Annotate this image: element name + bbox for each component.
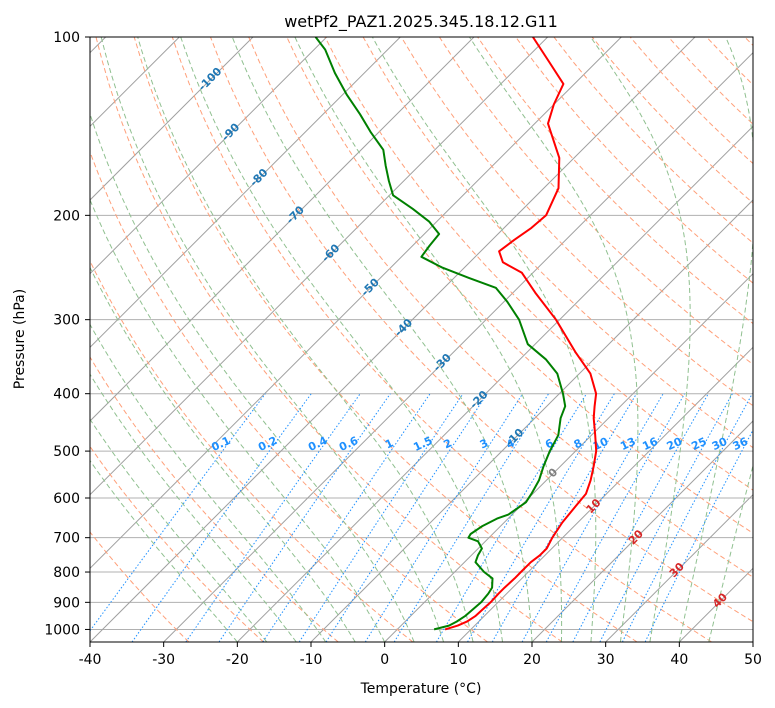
x-tick-label: 40 bbox=[670, 652, 688, 668]
x-tick-label: -20 bbox=[226, 652, 249, 668]
isotherm-line bbox=[90, 37, 328, 275]
dewpoint-line bbox=[314, 37, 567, 631]
x-tick-label: -30 bbox=[152, 652, 175, 668]
isotherm-line bbox=[90, 37, 475, 422]
mixing-ratio-line bbox=[644, 428, 753, 642]
x-tick-label: 0 bbox=[380, 652, 389, 668]
moist-adiabat bbox=[100, 37, 445, 642]
mixing-ratio-label: 30 bbox=[710, 435, 730, 453]
y-tick-label: 800 bbox=[53, 565, 80, 581]
moist-adiabat bbox=[371, 37, 597, 642]
mixing-ratio-line bbox=[467, 393, 615, 642]
mixing-ratio-label: 36 bbox=[731, 435, 751, 453]
y-axis-label: Pressure (hPa) bbox=[12, 289, 28, 389]
dry-adiabat bbox=[133, 37, 638, 642]
dry-adiabat bbox=[95, 37, 563, 642]
x-axis: -40 -30 -20 -10 0 10 20 30 40 50 bbox=[79, 642, 762, 668]
dry-adiabat bbox=[90, 445, 264, 642]
mixing-ratio-label: 13 bbox=[618, 435, 637, 453]
isotherm-line bbox=[531, 420, 753, 642]
dry-adiabat bbox=[515, 37, 753, 284]
moist-adiabat bbox=[90, 459, 238, 642]
mixing-ratio-line bbox=[572, 393, 709, 642]
isotherm-line bbox=[90, 37, 401, 349]
mixing-ratio-line bbox=[545, 393, 686, 642]
moist-adiabat bbox=[137, 37, 474, 642]
moist-adiabat bbox=[678, 37, 753, 642]
isotherm-line bbox=[90, 37, 696, 642]
mixing-ratio-line bbox=[364, 393, 524, 642]
x-tick-label: 20 bbox=[523, 652, 541, 668]
moist-adiabat bbox=[90, 418, 268, 642]
x-tick-label: 50 bbox=[744, 652, 762, 668]
moist-adiabat bbox=[231, 37, 533, 642]
y-tick-label: 300 bbox=[53, 313, 80, 329]
isotherm-line bbox=[90, 37, 622, 570]
y-tick-label: 400 bbox=[53, 387, 80, 403]
mixing-ratio-line bbox=[90, 393, 266, 632]
moist-adiabat bbox=[590, 37, 691, 642]
chart-title: wetPf2_PAZ1.2025.345.18.12.G11 bbox=[284, 12, 558, 32]
isotherm-line bbox=[457, 346, 753, 642]
isotherm-line bbox=[236, 125, 753, 642]
dry-adiabat bbox=[90, 356, 339, 642]
mixing-ratio-line bbox=[621, 393, 753, 642]
moist-adiabat bbox=[468, 37, 639, 642]
y-tick-label: 500 bbox=[53, 444, 80, 460]
mixing-ratio-line bbox=[262, 393, 431, 642]
isotherm-line bbox=[384, 272, 753, 642]
mixing-ratio-line bbox=[599, 393, 733, 642]
y-tick-label: 100 bbox=[53, 30, 80, 46]
dry-adiabat bbox=[90, 531, 190, 642]
moist-adiabat bbox=[708, 464, 753, 642]
y-tick-label: 700 bbox=[53, 531, 80, 547]
isotherm-line bbox=[605, 493, 753, 642]
mixing-ratio-line bbox=[491, 393, 637, 642]
y-tick-label: 1000 bbox=[44, 622, 80, 638]
dry-adiabat bbox=[210, 37, 753, 623]
dry-adiabat bbox=[400, 37, 753, 407]
y-tick-label: 200 bbox=[53, 208, 80, 224]
moist-adiabat bbox=[90, 198, 386, 642]
mixing-ratio-line bbox=[393, 393, 550, 642]
dry-adiabat bbox=[324, 37, 753, 491]
y-tick-label: 600 bbox=[53, 491, 80, 507]
moist-adiabat bbox=[90, 373, 297, 642]
plot-frame bbox=[89, 36, 754, 643]
y-axis: 100 200 300 400 500 600 700 800 900 1000 bbox=[44, 30, 90, 638]
mixing-ratio-line bbox=[185, 393, 361, 642]
moist-adiabat bbox=[294, 37, 563, 642]
isotherm-line bbox=[90, 37, 254, 201]
isotherm-line bbox=[163, 51, 753, 642]
dry-adiabat bbox=[248, 37, 753, 578]
x-tick-label: -10 bbox=[300, 652, 323, 668]
y-tick-label: 900 bbox=[53, 595, 80, 611]
mixing-ratio-label: 25 bbox=[689, 435, 708, 453]
x-tick-label: -40 bbox=[79, 652, 102, 668]
moist-adiabat bbox=[90, 323, 327, 642]
profiles bbox=[314, 37, 598, 631]
mixing-ratio-line bbox=[521, 393, 664, 642]
mixing-ratio-line bbox=[325, 393, 488, 642]
moist-adiabat bbox=[180, 37, 503, 642]
dry-adiabat bbox=[171, 37, 712, 642]
dry-adiabat bbox=[90, 150, 488, 642]
x-tick-label: 30 bbox=[597, 652, 615, 668]
moist-adiabat bbox=[90, 266, 356, 642]
dry-adiabat bbox=[438, 37, 753, 366]
mixing-ratio-label: 16 bbox=[640, 435, 660, 453]
mixing-ratio-label: 20 bbox=[665, 435, 685, 453]
background-lines bbox=[90, 37, 753, 642]
x-axis-label: Temperature (°C) bbox=[360, 681, 482, 697]
isotherm-line bbox=[90, 37, 549, 496]
dry-adiabat bbox=[90, 259, 414, 642]
x-tick-label: 10 bbox=[449, 652, 467, 668]
